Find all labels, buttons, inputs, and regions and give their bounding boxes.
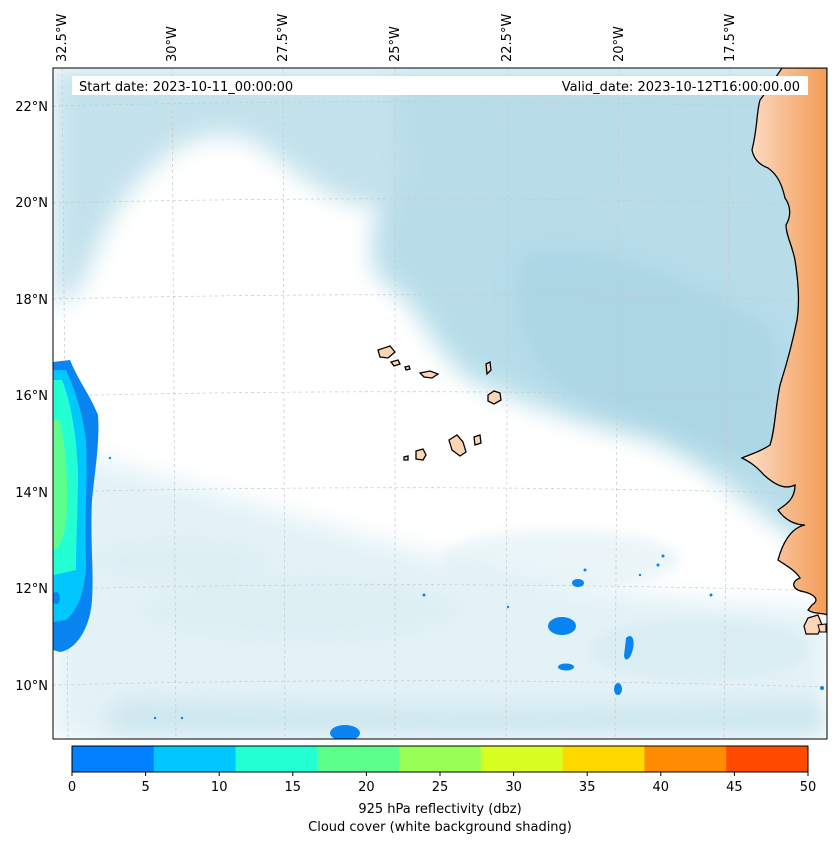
colorbar-tick-label: 20 (358, 780, 375, 795)
colorbar-swatch (480, 746, 564, 772)
latitude-labels: 22°N 20°N 18°N 16°N 14°N 12°N 10°N (15, 100, 48, 694)
colorbar-swatch (317, 746, 400, 772)
colorbar-sublabel: Cloud cover (white background shading) (308, 820, 572, 835)
lat-label: 16°N (15, 389, 48, 404)
map-frame (52, 67, 828, 740)
reflectivity-cells (108, 456, 824, 739)
colorbar-swatch (72, 746, 155, 772)
lat-label: 22°N (15, 100, 48, 115)
colorbar-tick-label: 30 (505, 780, 522, 795)
lon-label: 20°W (612, 26, 627, 62)
lat-label: 10°N (15, 679, 48, 694)
colorbar-swatch (153, 746, 237, 772)
lat-label: 20°N (15, 196, 48, 211)
lon-label: 27.5°W (276, 14, 291, 62)
colorbar-tick-label: 35 (579, 780, 596, 795)
colorbar-tick-label: 5 (141, 780, 149, 795)
colorbar-swatch (644, 746, 727, 772)
colorbar-tick-label: 45 (726, 780, 743, 795)
lon-label: 30°W (165, 26, 180, 62)
start-date-label: Start date: 2023-10-11_00:00:00 (79, 80, 293, 95)
cape-verde-islands (377, 345, 502, 461)
longitude-labels: 32.5°W 30°W 27.5°W 25°W 22.5°W 20°W 17.5… (55, 14, 738, 62)
lat-label: 18°N (15, 293, 48, 308)
lon-label: 25°W (388, 26, 403, 62)
colorbar-tick-label: 40 (653, 780, 670, 795)
valid-date-label: Valid_date: 2023-10-12T16:00:00.00 (562, 80, 800, 95)
map-area (53, 68, 827, 739)
lon-label: 22.5°W (500, 14, 515, 62)
colorbar-swatches (72, 746, 809, 772)
title-box: Start date: 2023-10-11_00:00:00 Valid_da… (72, 76, 808, 95)
colorbar-tick-label: 50 (800, 780, 817, 795)
lat-label: 12°N (15, 582, 48, 597)
colorbar-swatch (726, 746, 809, 772)
lon-label: 17.5°W (723, 14, 738, 62)
colorbar-tick-label: 25 (432, 780, 449, 795)
lon-label: 32.5°W (55, 14, 70, 62)
lat-label: 14°N (15, 486, 48, 501)
africa-coast (740, 68, 827, 635)
colorbar-swatch (235, 746, 318, 772)
colorbar-tick-label: 15 (285, 780, 302, 795)
colorbar: 0 5 10 15 20 25 30 35 40 45 50 925 hPa reflectivit… (68, 745, 816, 835)
colorbar-label: 925 hPa reflectivity (dbz) (358, 802, 521, 817)
colorbar-swatch (562, 746, 645, 772)
cloud-cover-light (90, 530, 810, 680)
gridlines (53, 68, 827, 739)
colorbar-swatch (399, 746, 482, 772)
colorbar-tick-label: 10 (211, 780, 228, 795)
colorbar-ticks: 0 5 10 15 20 25 30 35 40 45 50 (68, 772, 816, 795)
colorbar-tick-label: 0 (68, 780, 76, 795)
reflectivity-west (53, 360, 99, 652)
